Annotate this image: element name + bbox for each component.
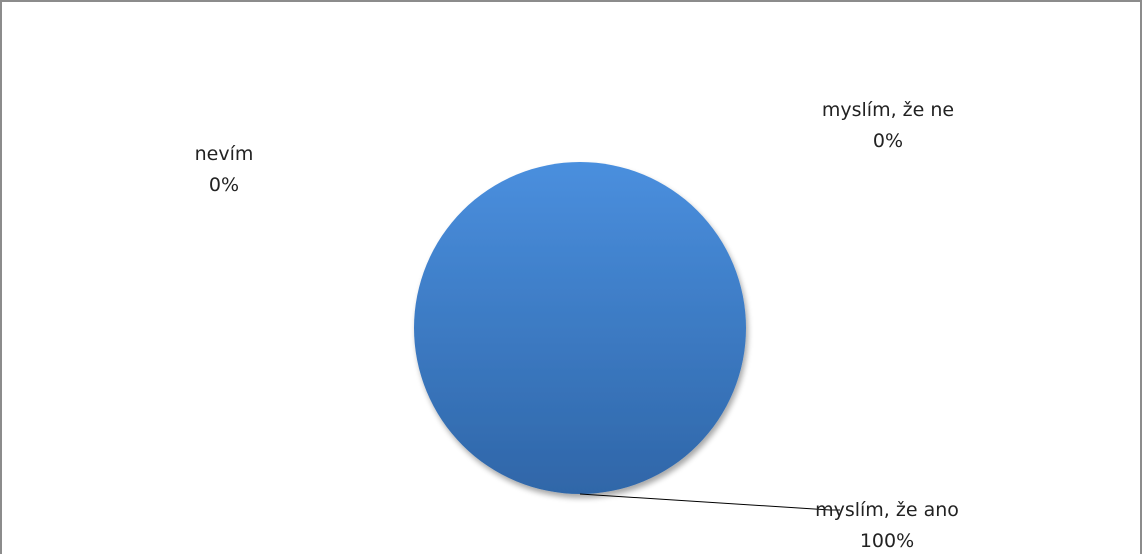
label-nevim-value: 0% (209, 174, 239, 196)
leader-line-myslim-ze-ano (579, 493, 840, 511)
label-myslim-ze-ne-category: myslím, že ne (822, 99, 954, 121)
label-myslim-ze-ano-category: myslím, že ano (815, 499, 959, 521)
label-myslim-ze-ano-value: 100% (860, 530, 914, 552)
pie-slice-mysl-m-e-ano (414, 162, 746, 494)
label-myslim-ze-ne-value: 0% (873, 130, 903, 152)
pie-slices (414, 162, 746, 494)
leader-lines (579, 493, 840, 511)
label-nevim-category: nevím (195, 143, 254, 165)
